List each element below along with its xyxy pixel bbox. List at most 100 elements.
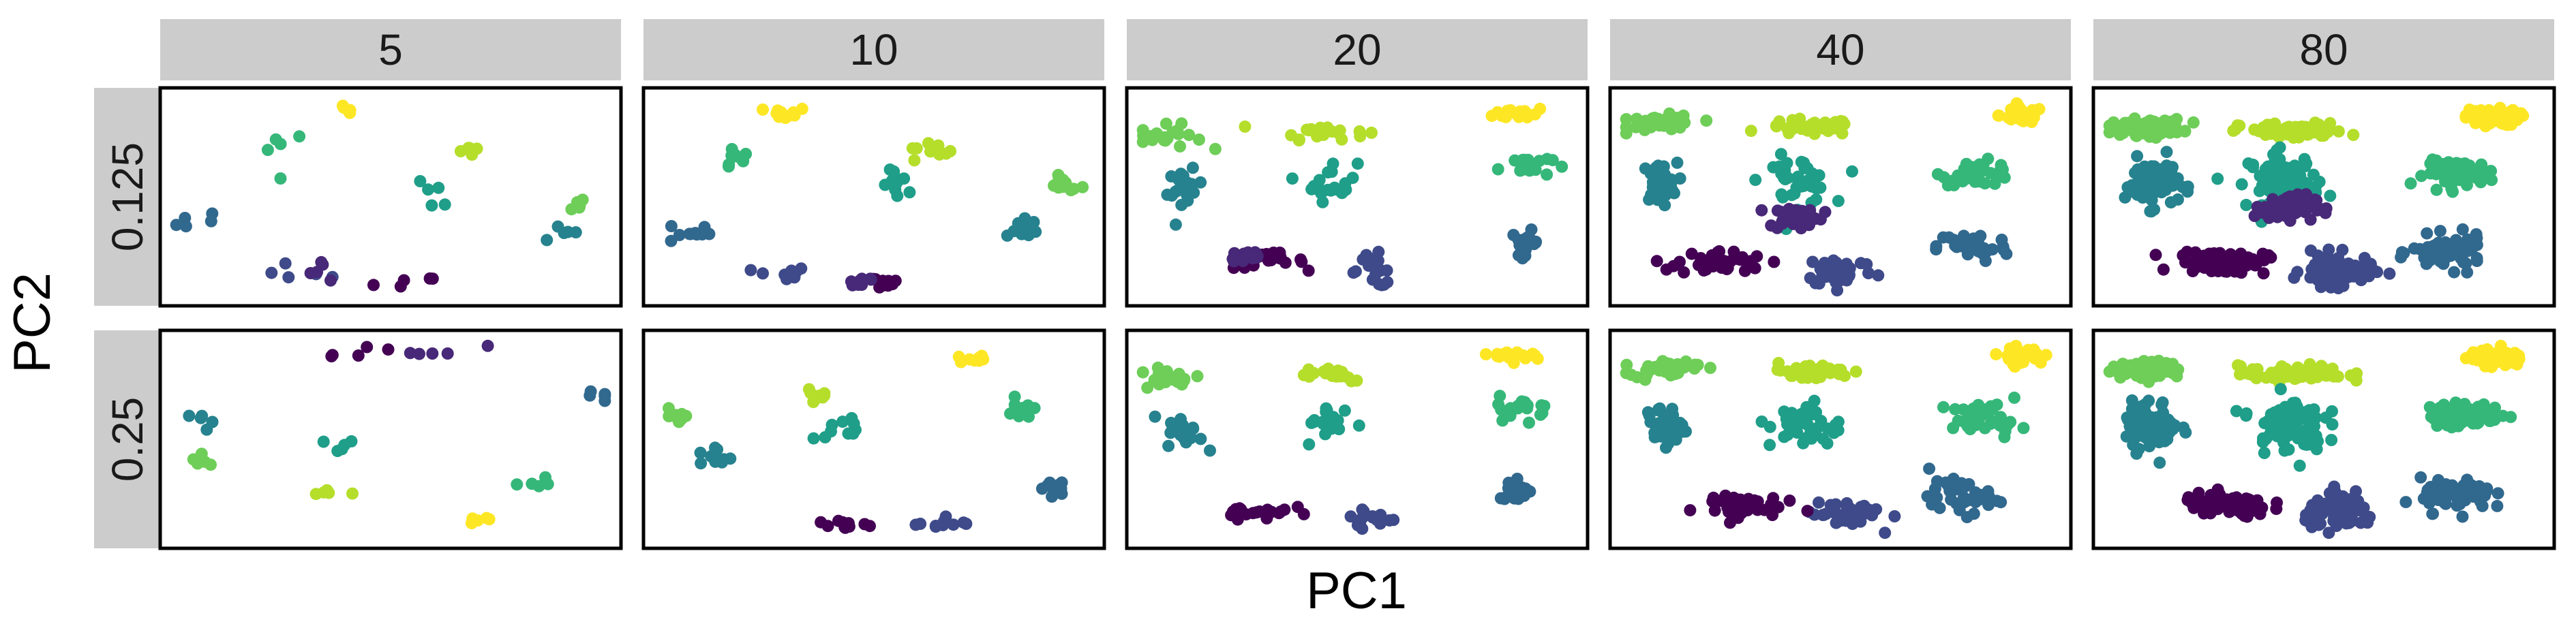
scatter-point bbox=[1169, 218, 1182, 231]
column-strip-label: 40 bbox=[1816, 25, 1864, 74]
scatter-point bbox=[846, 279, 859, 292]
scatter-point bbox=[1301, 123, 1314, 136]
scatter-point bbox=[1352, 514, 1365, 527]
scatter-point bbox=[2262, 249, 2275, 262]
scatter-point bbox=[2279, 163, 2292, 176]
scatter-point bbox=[293, 130, 306, 143]
scatter-point bbox=[1795, 206, 1808, 219]
scatter-point bbox=[1534, 102, 1547, 115]
scatter-point bbox=[2254, 507, 2267, 520]
scatter-point bbox=[2017, 422, 2030, 435]
scatter-point bbox=[903, 186, 916, 199]
scatter-point bbox=[179, 220, 192, 233]
scatter-point bbox=[1372, 245, 1385, 258]
scatter-point bbox=[1333, 124, 1346, 137]
scatter-point bbox=[2172, 363, 2185, 376]
scatter-point bbox=[2271, 496, 2283, 509]
scatter-point bbox=[1307, 366, 1320, 379]
scatter-point bbox=[858, 518, 871, 531]
scatter-point bbox=[1961, 413, 1974, 426]
scatter-point bbox=[1183, 129, 1196, 142]
scatter-point bbox=[1770, 119, 1783, 132]
panel-border bbox=[158, 86, 623, 308]
scatter-point bbox=[1351, 157, 1364, 170]
scatter-point bbox=[2127, 439, 2140, 452]
scatter-point bbox=[1372, 254, 1384, 267]
scatter-point bbox=[1517, 482, 1529, 495]
scatter-point bbox=[1879, 527, 1892, 539]
scatter-point bbox=[2395, 246, 2408, 259]
scatter-point bbox=[2131, 150, 2144, 163]
scatter-point bbox=[1496, 414, 1509, 427]
scatter-point bbox=[1958, 163, 1971, 176]
scatter-point bbox=[1022, 401, 1035, 414]
scatter-point bbox=[2309, 258, 2322, 271]
scatter-point bbox=[716, 456, 729, 469]
scatter-point bbox=[2248, 123, 2261, 136]
scatter-point bbox=[1667, 359, 1680, 372]
scatter-point bbox=[1685, 247, 1698, 260]
scatter-point bbox=[1805, 180, 1818, 193]
scatter-point bbox=[1817, 509, 1830, 521]
scatter-point bbox=[1937, 231, 1950, 244]
scatter-point bbox=[1076, 181, 1089, 193]
scatter-point bbox=[1705, 251, 1718, 264]
scatter-point bbox=[1656, 171, 1669, 184]
scatter-point bbox=[2479, 120, 2492, 133]
panel-20-0.25 bbox=[1125, 328, 1590, 550]
scatter-point bbox=[2149, 249, 2162, 262]
scatter-point bbox=[2103, 119, 2116, 132]
scatter-point bbox=[2273, 141, 2286, 154]
scatter-point bbox=[2128, 112, 2141, 125]
panel-border bbox=[641, 86, 1106, 308]
scatter-point bbox=[1251, 250, 1264, 263]
scatter-point bbox=[1523, 416, 1535, 429]
scatter-point bbox=[815, 516, 828, 529]
scatter-point bbox=[2461, 266, 2474, 279]
scatter-point bbox=[2316, 507, 2329, 520]
scatter-point bbox=[2364, 260, 2377, 272]
scatter-point bbox=[2317, 203, 2330, 216]
column-strip-80 bbox=[2093, 19, 2554, 80]
scatter-point bbox=[1175, 117, 1188, 130]
scatter-point bbox=[1052, 172, 1065, 185]
scatter-point bbox=[1347, 266, 1360, 279]
scatter-point bbox=[2140, 176, 2153, 189]
scatter-point bbox=[1992, 109, 2005, 122]
scatter-point bbox=[847, 417, 860, 430]
scatter-point bbox=[960, 518, 973, 530]
column-strips: 5 10 20 40 80 bbox=[160, 19, 2554, 80]
scatter-point bbox=[200, 423, 213, 436]
scatter-point bbox=[1849, 365, 1862, 378]
column-strip-label: 5 bbox=[378, 25, 403, 74]
scatter-point bbox=[2421, 227, 2434, 240]
scatter-point bbox=[1525, 223, 1538, 236]
scatter-point bbox=[2453, 248, 2466, 261]
scatter-point bbox=[2234, 360, 2247, 373]
scatter-point bbox=[1831, 284, 1844, 297]
scatter-point bbox=[2470, 238, 2483, 251]
scatter-point bbox=[1697, 264, 1710, 277]
scatter-point bbox=[1937, 401, 1950, 413]
scatter-point bbox=[1783, 495, 1796, 507]
scatter-point bbox=[344, 104, 357, 116]
column-strip-5 bbox=[160, 19, 621, 80]
scatter-point bbox=[2147, 187, 2160, 200]
scatter-point bbox=[1500, 110, 1513, 123]
scatter-point bbox=[677, 409, 690, 422]
panel-40-0.25 bbox=[1608, 328, 2073, 550]
scatter-point bbox=[1338, 404, 1351, 417]
scatter-point bbox=[483, 513, 496, 526]
scatter-point bbox=[807, 432, 820, 445]
scatter-point bbox=[2301, 426, 2314, 439]
scatter-point bbox=[1813, 496, 1825, 509]
panel-border bbox=[1125, 328, 1590, 550]
scatter-point bbox=[2301, 123, 2314, 136]
scatter-point bbox=[2344, 369, 2357, 382]
panel-border bbox=[158, 328, 623, 550]
scatter-point bbox=[695, 457, 708, 470]
scatter-point bbox=[1183, 426, 1196, 439]
row-strip-0.125 bbox=[94, 88, 161, 306]
scatter-point bbox=[2470, 255, 2483, 268]
